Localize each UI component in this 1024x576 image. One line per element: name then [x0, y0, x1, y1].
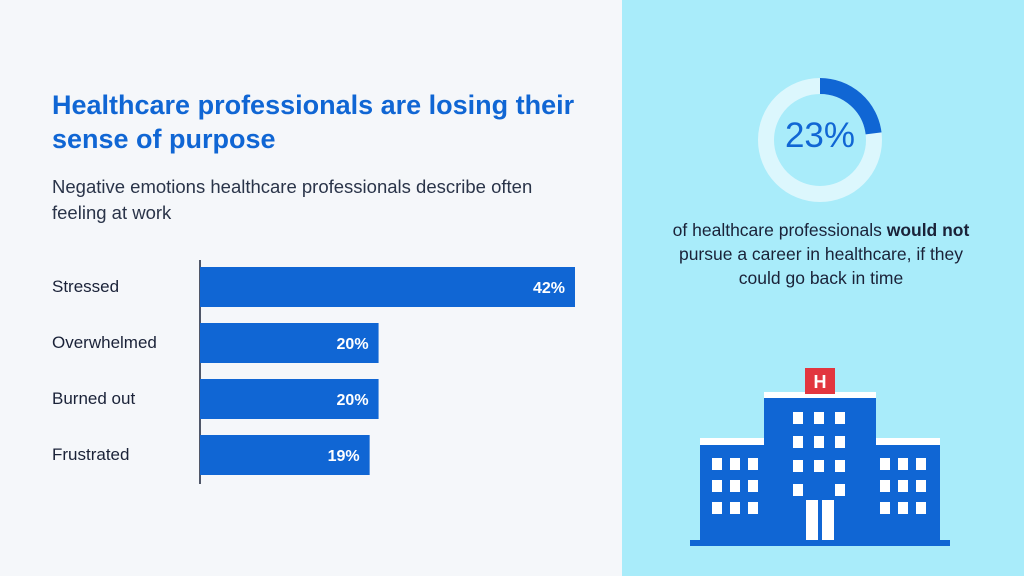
value-label: 20%: [337, 336, 369, 353]
category-label: Frustrated: [52, 445, 129, 464]
ring-fill: [758, 78, 882, 202]
hospital-window: [814, 412, 824, 424]
bar-chart: Stressed 42% Overwhelmed 20% Burned out 20% Fr…: [52, 260, 575, 484]
hospital-window: [916, 480, 926, 492]
hospital-window: [712, 480, 722, 492]
hospital-window: [793, 436, 803, 448]
hospital-sign: [805, 368, 835, 394]
hospital-window: [748, 502, 758, 514]
hospital-window: [793, 412, 803, 424]
hospital-left-roof: [700, 438, 772, 445]
hospital-window: [916, 502, 926, 514]
chart-title: Healthcare professionals are losing thei…: [52, 90, 575, 154]
stat-description: of healthcare professionals would not pu…: [662, 218, 980, 290]
hospital-window: [730, 480, 740, 492]
stat-desc-end: pursue a career in healthcare, if they c…: [678, 244, 964, 288]
hospital-window: [835, 436, 845, 448]
value-label: 42%: [533, 280, 565, 297]
hospital-door-divider: [818, 500, 822, 542]
hospital-window: [793, 460, 803, 472]
hospital-window: [880, 480, 890, 492]
hospital-window: [835, 412, 845, 424]
category-label: Overwhelmed: [52, 333, 157, 352]
percentage-ring: [758, 78, 882, 202]
hospital-window: [793, 484, 803, 496]
hospital-window: [814, 460, 824, 472]
hospital-tower-roof: [764, 392, 876, 398]
hospital-window: [712, 502, 722, 514]
hospital-sign-letter: H: [814, 372, 827, 392]
bar-2: [200, 379, 379, 419]
hospital-window: [835, 484, 845, 496]
bar-1: [200, 323, 379, 363]
hospital-window: [835, 460, 845, 472]
hospital-ground: [690, 540, 950, 546]
hospital-window: [880, 458, 890, 470]
hospital-window: [898, 458, 908, 470]
bar-0: [200, 267, 575, 307]
stat-desc-start: of healthcare professionals: [672, 220, 887, 240]
hospital-window: [898, 502, 908, 514]
hospital-window: [712, 458, 722, 470]
category-label: Burned out: [52, 389, 135, 408]
hospital-window: [898, 480, 908, 492]
chart-subtitle: Negative emotions healthcare professiona…: [52, 176, 533, 223]
hospital-windows: [712, 412, 926, 514]
chart-panel: Healthcare professionals are losing thei…: [52, 90, 575, 484]
hospital-icon: H: [690, 368, 950, 546]
bar-3: [200, 435, 370, 475]
hospital-window: [916, 458, 926, 470]
value-label: 20%: [337, 392, 369, 409]
hospital-window: [748, 458, 758, 470]
stat-value: 23%: [784, 116, 856, 155]
stat-desc-emphasis: would not: [886, 220, 970, 240]
category-label: Stressed: [52, 277, 119, 296]
hospital-window: [730, 502, 740, 514]
hospital-window: [748, 480, 758, 492]
hospital-right-roof: [868, 438, 940, 445]
hospital-window: [880, 502, 890, 514]
value-label: 19%: [328, 448, 360, 465]
hospital-window: [730, 458, 740, 470]
hospital-window: [814, 436, 824, 448]
